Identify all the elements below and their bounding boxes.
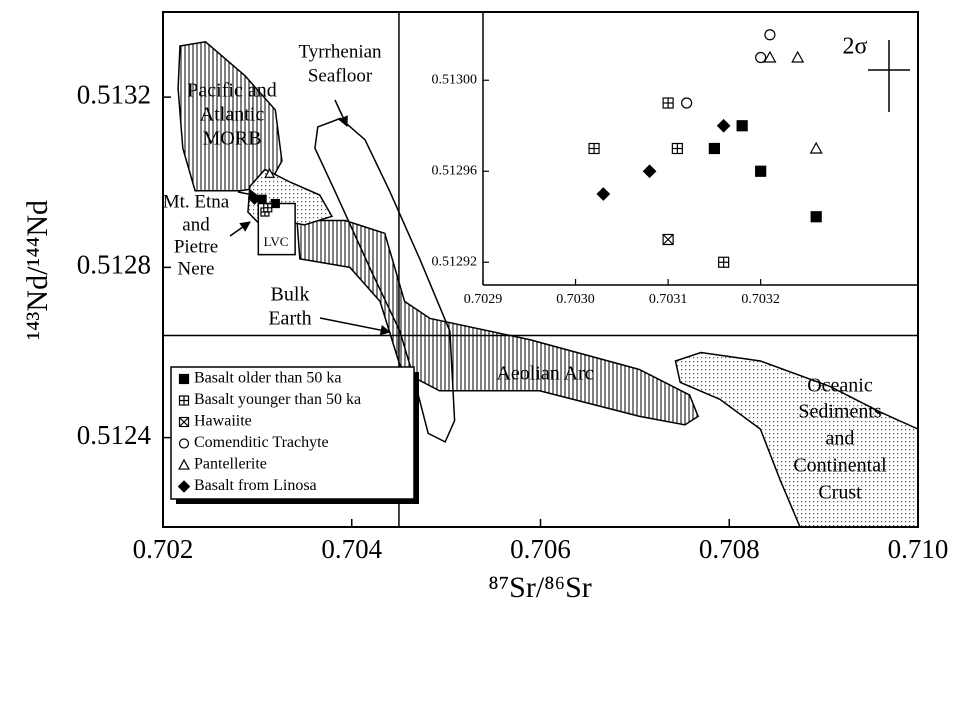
x-tick-label: 0.706 (510, 534, 571, 564)
legend-label: Basalt from Linosa (194, 477, 317, 494)
field-label: Crust (818, 482, 862, 504)
fields (177, 40, 918, 527)
marker (671, 142, 683, 155)
marker (764, 29, 776, 41)
marker (596, 187, 611, 201)
marker (270, 198, 280, 209)
legend-marker (178, 416, 190, 428)
x-axis-label: ⁸⁷Sr/⁸⁶Sr (488, 571, 592, 604)
error-cross (868, 40, 910, 112)
marker (708, 142, 720, 155)
plot-frame (162, 11, 919, 528)
marker (718, 256, 730, 268)
legend-label: Pantellerite (194, 456, 267, 473)
field-label: and (826, 428, 855, 450)
legend-box (170, 366, 415, 500)
marker (588, 142, 600, 155)
legend-marker (178, 438, 190, 449)
marker (755, 51, 767, 64)
x-tick-label: 0.710 (888, 534, 949, 564)
field-label: Sediments (798, 401, 882, 423)
y-tick-label: 0.5128 (77, 250, 151, 280)
legend-label: Basalt younger than 50 ka (194, 391, 361, 408)
inset-x-tick-label: 0.7031 (649, 292, 688, 307)
legend: Basalt older than 50 ka Basalt younger th… (177, 370, 361, 494)
inset-y-tick-label: 0.51300 (432, 72, 478, 87)
field (674, 351, 918, 527)
x-tick-label: 0.702 (133, 534, 194, 564)
legend-marker (178, 395, 190, 406)
field-label: Nere (178, 258, 215, 279)
y-tick-label: 0.5132 (77, 79, 151, 109)
x-tick-label: 0.708 (699, 534, 760, 564)
arrow (319, 317, 392, 336)
inset-y-tick-label: 0.51292 (432, 254, 478, 269)
arrow (229, 221, 251, 237)
field-label: Atlantic (200, 104, 265, 126)
field (296, 219, 700, 426)
field-label: Tyrrhenian (298, 41, 382, 62)
marker (681, 97, 693, 109)
field (314, 117, 456, 443)
marker (810, 211, 822, 223)
marker (755, 165, 767, 177)
marker (662, 233, 674, 246)
marker (662, 97, 674, 109)
layer: 0.702 0.704 0.706 0.708 0.710 0.5124 0.5128 0.5… (77, 12, 949, 564)
field-label: MORB (203, 128, 262, 150)
marker (736, 120, 748, 132)
error-label: 2σ (843, 34, 868, 60)
reference-label: Earth (268, 308, 311, 330)
marker (716, 118, 731, 133)
marker (791, 50, 805, 63)
legend-label: Hawaiite (194, 413, 252, 430)
legend-marker (177, 480, 191, 493)
field-label: Mt. Etna (163, 191, 230, 212)
field-label: Aeolian Arc (496, 363, 593, 385)
marker (809, 141, 823, 154)
legend-label: Comenditic Trachyte (194, 434, 329, 451)
marker (642, 164, 657, 179)
field-label: Continental (793, 455, 887, 477)
x-tick-label: 0.704 (321, 534, 382, 564)
y-axis-label: ¹⁴³Nd/¹⁴⁴Nd (21, 200, 54, 340)
inset-y-tick-label: 0.51296 (432, 163, 478, 178)
marker (263, 203, 273, 213)
legend-marker (178, 458, 190, 470)
inset-x-tick-label: 0.7030 (556, 292, 595, 307)
inset-x-tick-label: 0.7029 (464, 292, 503, 307)
arrow (237, 188, 260, 200)
marker (264, 168, 276, 178)
field-label: Pacific and (187, 80, 276, 102)
field-label: Seafloor (308, 65, 373, 86)
reference-label: Bulk (271, 284, 310, 306)
y-tick-label: 0.5124 (77, 420, 152, 450)
inset-x-tick-label: 0.7032 (741, 292, 780, 307)
legend-label: Basalt older than 50 ka (194, 370, 342, 387)
field-label: Pietre (174, 236, 218, 257)
field-label: Oceanic (807, 375, 873, 397)
marker (763, 50, 777, 63)
arrows (229, 99, 392, 336)
field-label: LVC (264, 234, 289, 249)
legend-marker (178, 373, 190, 385)
arrow (334, 99, 348, 127)
inset-background (483, 12, 918, 285)
field-label: and (182, 214, 210, 235)
